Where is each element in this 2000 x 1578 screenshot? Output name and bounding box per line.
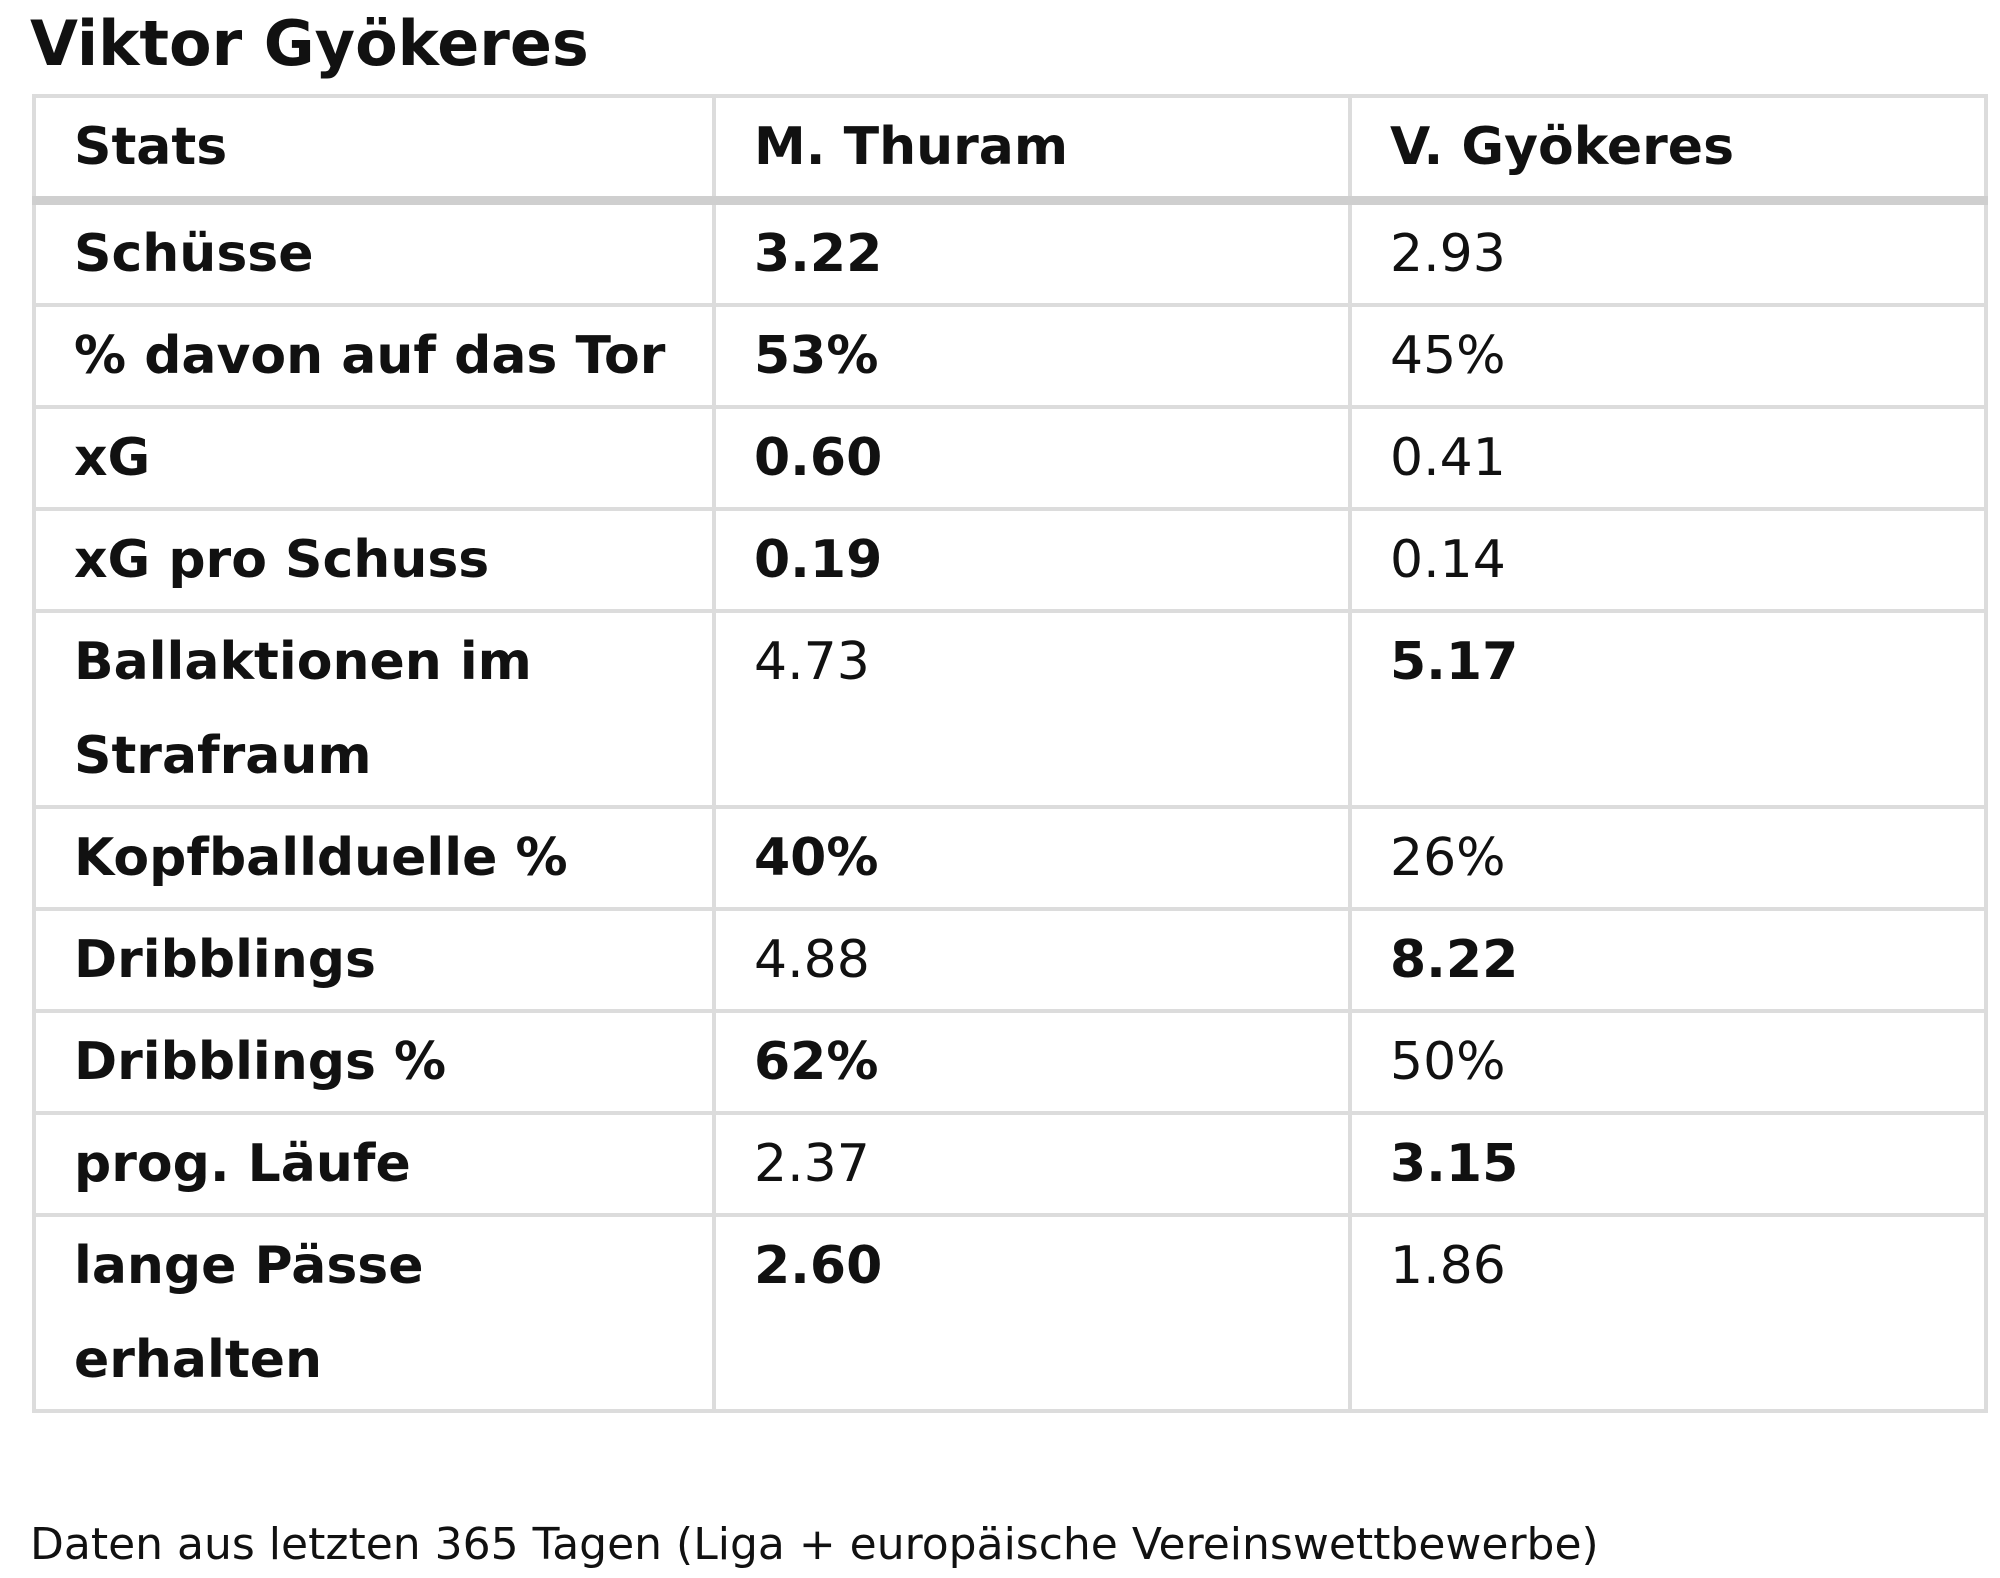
stat-value: 4.73 xyxy=(712,609,1352,809)
table-row: xG 0.60 0.41 xyxy=(32,405,1988,511)
stat-value: 0.14 xyxy=(1348,507,1988,613)
table-row: Ballaktionen im Strafraum 4.73 5.17 xyxy=(32,609,1988,809)
stat-value: 1.86 xyxy=(1348,1213,1988,1413)
stat-label: Ballaktionen im Strafraum xyxy=(32,609,716,809)
stat-label: lange Pässe erhalten xyxy=(32,1213,716,1413)
header-cell: V. Gyökeres xyxy=(1348,94,1988,205)
header-row: Stats M. Thuram V. Gyökeres xyxy=(32,94,1988,205)
stat-value: 50% xyxy=(1348,1009,1988,1115)
stats-table: Stats M. Thuram V. Gyökeres Schüsse 3.22 2.9… xyxy=(32,94,1988,1413)
stat-label: prog. Läufe xyxy=(32,1111,716,1217)
title: Viktor Gyökeres xyxy=(30,7,589,80)
stat-label: xG xyxy=(32,405,716,511)
stat-value: 2.60 xyxy=(712,1213,1352,1413)
footer-note: Daten aus letzten 365 Tagen (Liga + euro… xyxy=(30,1519,1599,1570)
stat-label: xG pro Schuss xyxy=(32,507,716,613)
stat-label: Kopfballduelle % xyxy=(32,805,716,911)
stat-value: 0.19 xyxy=(712,507,1352,613)
table-row: Kopfballduelle % 40% 26% xyxy=(32,805,1988,911)
stat-value: 62% xyxy=(712,1009,1352,1115)
stat-value: 40% xyxy=(712,805,1352,911)
stat-label: Dribblings xyxy=(32,907,716,1013)
stat-label: Schüsse xyxy=(32,198,716,307)
table-row: Dribblings 4.88 8.22 xyxy=(32,907,1988,1013)
stat-value: 3.22 xyxy=(712,198,1352,307)
table-row: Dribblings % 62% 50% xyxy=(32,1009,1988,1115)
table-row: prog. Läufe 2.37 3.15 xyxy=(32,1111,1988,1217)
stat-value: 5.17 xyxy=(1348,609,1988,809)
stat-label: % davon auf das Tor xyxy=(32,303,716,409)
stat-value: 2.37 xyxy=(712,1111,1352,1217)
stat-value: 8.22 xyxy=(1348,907,1988,1013)
table-row: Schüsse 3.22 2.93 xyxy=(32,198,1988,307)
table-row: lange Pässe erhalten 2.60 1.86 xyxy=(32,1213,1988,1413)
table-row: xG pro Schuss 0.19 0.14 xyxy=(32,507,1988,613)
stat-value: 45% xyxy=(1348,303,1988,409)
stat-value: 4.88 xyxy=(712,907,1352,1013)
stat-value: 0.41 xyxy=(1348,405,1988,511)
stat-value: 2.93 xyxy=(1348,198,1988,307)
stat-value: 3.15 xyxy=(1348,1111,1988,1217)
table-row: % davon auf das Tor 53% 45% xyxy=(32,303,1988,409)
stat-label: Dribblings % xyxy=(32,1009,716,1115)
header-cell: M. Thuram xyxy=(712,94,1352,205)
stat-value: 0.60 xyxy=(712,405,1352,511)
stat-value: 26% xyxy=(1348,805,1988,911)
header-cell: Stats xyxy=(32,94,716,205)
stat-value: 53% xyxy=(712,303,1352,409)
